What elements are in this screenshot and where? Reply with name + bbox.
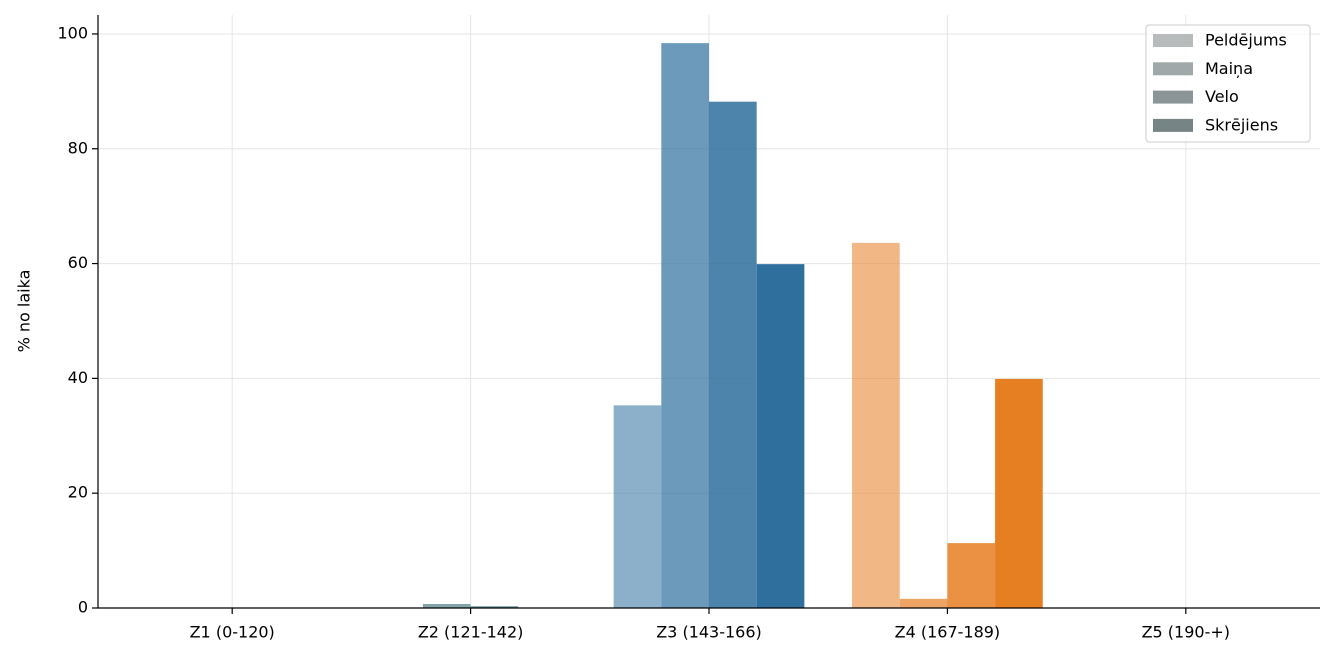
y-tick-label: 60	[68, 253, 88, 272]
y-tick-label: 80	[68, 138, 88, 157]
legend-label: Skrējiens	[1205, 115, 1278, 134]
y-tick-label: 0	[78, 598, 88, 617]
bar	[470, 606, 519, 608]
legend-swatch	[1153, 34, 1193, 47]
legend-label: Peldējums	[1205, 31, 1287, 50]
bar	[422, 603, 471, 608]
bar	[661, 43, 709, 609]
x-tick-label: Z4 (167-189)	[895, 623, 1001, 642]
y-tick-label: 100	[57, 23, 88, 42]
legend-swatch	[1153, 90, 1193, 104]
bar	[947, 543, 996, 608]
x-tick-label: Z1 (0-120)	[190, 623, 275, 642]
bar	[899, 598, 948, 608]
legend-box	[1145, 24, 1311, 143]
legend-label: Velo	[1205, 87, 1239, 106]
bar	[852, 242, 900, 609]
x-tick-label: Z3 (143-166)	[656, 623, 762, 642]
y-axis-label: % no laika	[15, 270, 34, 353]
x-tick-label: Z5 (190-+)	[1142, 623, 1230, 642]
y-tick-label: 20	[68, 483, 88, 502]
legend-swatch	[1153, 118, 1193, 132]
bar	[995, 378, 1043, 608]
legend-swatch	[1153, 62, 1193, 76]
bar	[756, 264, 805, 608]
bar	[613, 405, 662, 608]
x-tick-label: Z2 (121-142)	[418, 623, 524, 642]
bar	[709, 101, 757, 608]
legend-label: Maiņa	[1205, 59, 1253, 78]
y-tick-label: 40	[68, 368, 88, 387]
